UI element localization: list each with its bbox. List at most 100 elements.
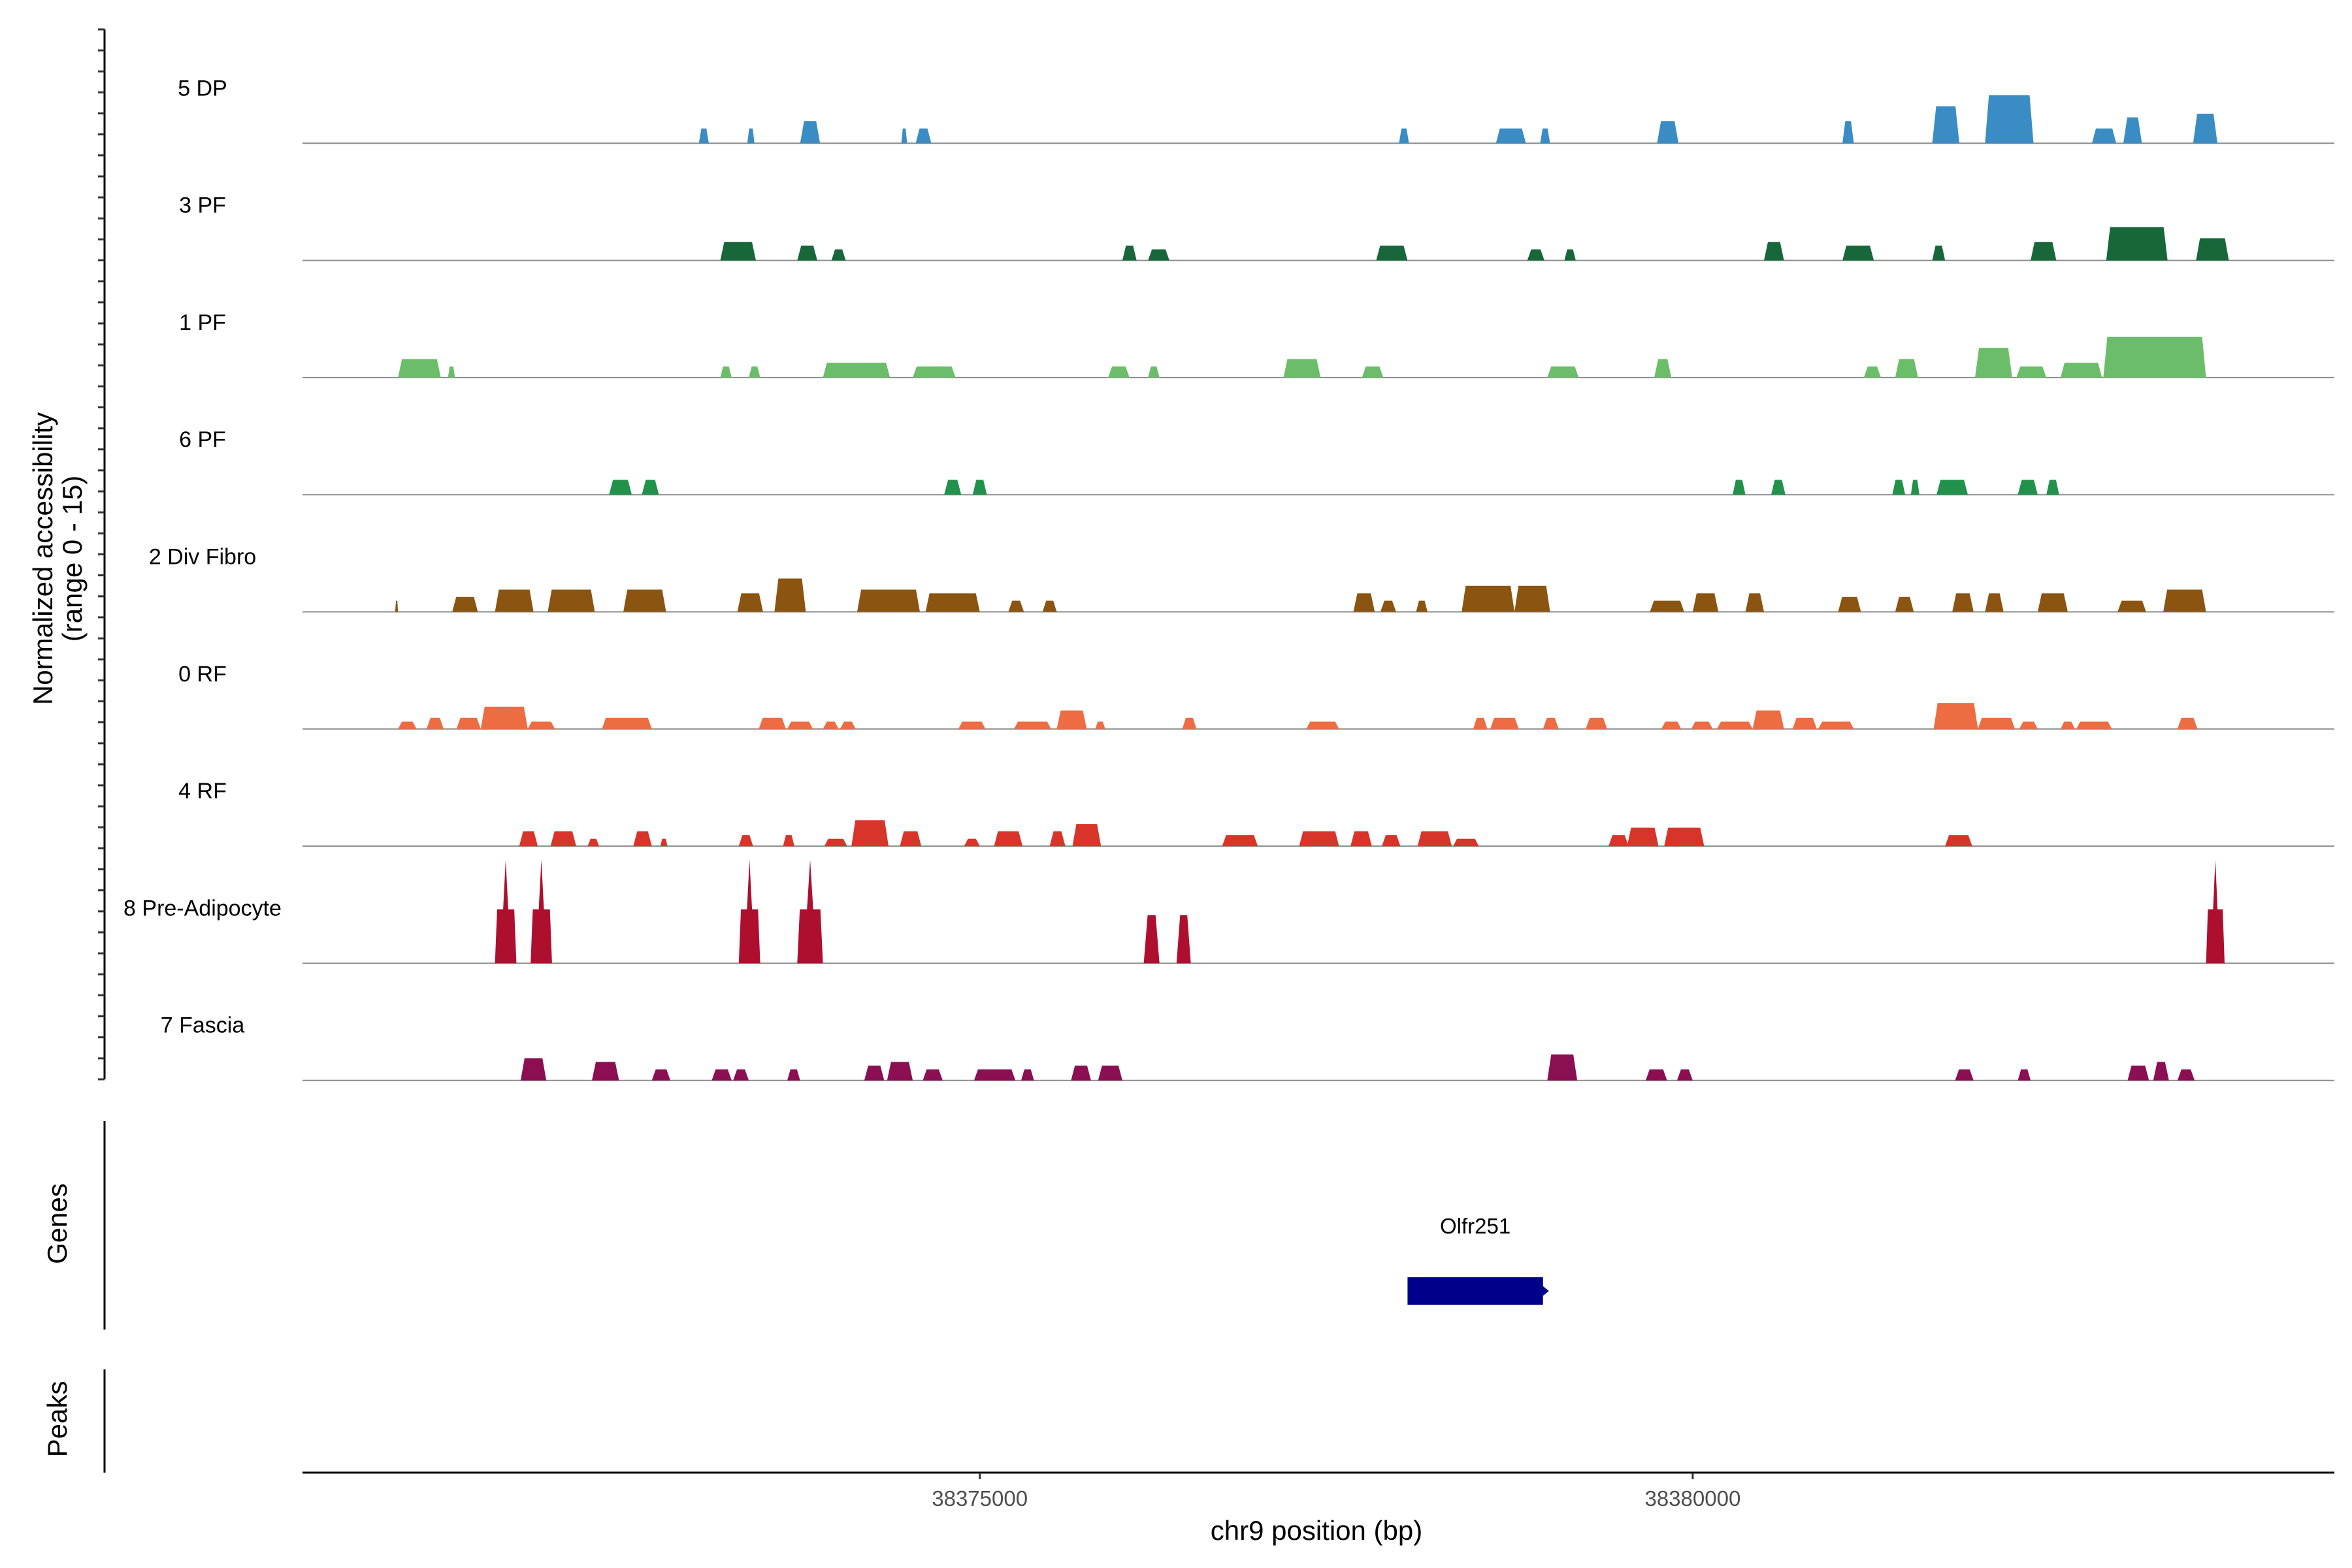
track-label-1-pf: 1 PF [179, 310, 226, 335]
peak-1-pf-4 [749, 366, 760, 378]
peak-8-pre-adipocyte-2 [531, 859, 552, 964]
peak-0-rf-24 [1752, 710, 1784, 729]
peak-2-div-fibro-1 [395, 600, 399, 612]
peak-2-div-fibro-2 [452, 596, 478, 612]
peak-2-div-fibro-22 [1952, 593, 1974, 612]
peak-8-pre-adipocyte-5 [1143, 915, 1160, 964]
peak-0-rf-5 [527, 721, 555, 729]
peak-0-rf-20 [1586, 717, 1607, 729]
peak-1-pf-16 [2016, 366, 2047, 378]
peak-2-div-fibro-24 [2038, 593, 2068, 612]
peak-0-rf-6 [602, 717, 652, 729]
peak-4-rf-10 [900, 831, 922, 847]
peak-7-fascia-7 [864, 1066, 885, 1081]
peaks-panel-label: Peaks [42, 1381, 73, 1458]
peak-4-rf-5 [660, 838, 668, 847]
peak-1-pf-13 [1863, 366, 1881, 378]
gene-strand-arrow [1541, 1285, 1549, 1297]
peak-5-dp-1 [698, 128, 709, 144]
peak-0-rf-12 [1014, 721, 1051, 729]
peak-7-fascia-15 [1645, 1069, 1667, 1081]
peak-7-fascia-11 [1021, 1069, 1034, 1081]
peak-2-div-fibro-3 [495, 589, 534, 612]
peak-7-fascia-21 [2177, 1069, 2195, 1081]
peak-5-dp-2 [747, 128, 755, 144]
peak-0-rf-26 [1818, 721, 1854, 729]
peak-2-div-fibro-17 [1650, 600, 1684, 612]
peak-2-div-fibro-5 [623, 589, 666, 612]
peak-0-rf-27 [1933, 703, 1978, 729]
peak-0-rf-30 [2061, 721, 2075, 729]
peak-4-rf-1 [519, 831, 538, 847]
peak-4-rf-4 [633, 831, 652, 847]
x-axis-ticks: 38375000 38380000 [932, 1473, 1740, 1511]
x-tick-label: 38380000 [1644, 1486, 1740, 1511]
peak-0-rf-15 [1182, 717, 1197, 729]
peak-6-pf-8 [1910, 480, 1919, 495]
peak-4-rf-6 [738, 835, 753, 847]
peak-4-rf-8 [824, 838, 847, 847]
peak-2-div-fibro-23 [1985, 593, 2004, 612]
peak-4-rf-13 [1049, 831, 1066, 847]
y-axis-ticks [98, 28, 105, 1081]
peak-0-rf-2 [426, 717, 444, 729]
peak-0-rf-3 [456, 717, 481, 729]
peak-0-rf-28 [1978, 717, 2016, 729]
peak-0-rf-19 [1543, 717, 1559, 729]
peak-4-rf-15 [1222, 835, 1258, 847]
peak-1-pf-11 [1547, 366, 1579, 378]
peak-4-rf-14 [1072, 824, 1102, 847]
peak-7-fascia-1 [520, 1058, 547, 1081]
peak-0-rf-11 [958, 721, 986, 729]
peak-4-rf-11 [964, 838, 980, 847]
y-axis-title: Normalized accessibility [27, 412, 58, 705]
peak-1-pf-1 [398, 359, 441, 378]
peak-6-pf-4 [972, 480, 987, 495]
peak-7-fascia-2 [592, 1062, 619, 1081]
peak-6-pf-10 [2017, 480, 2038, 495]
peak-3-pf-11 [1932, 245, 1946, 261]
peak-5-dp-15 [2193, 114, 2217, 144]
peak-7-fascia-20 [2153, 1062, 2169, 1081]
x-axis-title: chr9 position (bp) [1211, 1515, 1423, 1546]
peak-2-div-fibro-26 [2163, 589, 2206, 612]
x-tick-label: 38375000 [932, 1486, 1028, 1511]
peak-7-fascia-10 [973, 1069, 1016, 1081]
peak-0-rf-31 [2076, 721, 2112, 729]
peak-3-pf-5 [1148, 249, 1169, 261]
peak-4-rf-23 [1664, 827, 1705, 847]
peak-0-rf-32 [2177, 717, 2198, 729]
peak-0-rf-29 [2019, 721, 2038, 729]
peak-2-div-fibro-20 [1838, 596, 1861, 612]
genes-panel-label: Genes [42, 1183, 73, 1264]
peak-6-pf-6 [1771, 480, 1786, 495]
peak-2-div-fibro-9 [925, 593, 980, 612]
peak-8-pre-adipocyte-1 [495, 859, 517, 964]
track-areas [395, 95, 2229, 1081]
peak-0-rf-16 [1306, 721, 1339, 729]
track-label-0-rf: 0 RF [178, 662, 227, 687]
peak-2-div-fibro-25 [2117, 600, 2146, 612]
peak-2-div-fibro-18 [1692, 593, 1719, 612]
peak-2-div-fibro-16 [1514, 585, 1550, 612]
peak-7-fascia-8 [887, 1062, 913, 1081]
peak-1-pf-17 [2061, 363, 2102, 378]
peak-7-fascia-16 [1676, 1069, 1693, 1081]
peak-5-dp-14 [2123, 117, 2142, 144]
peak-4-rf-17 [1350, 831, 1372, 847]
peak-0-rf-7 [759, 717, 786, 729]
peak-5-dp-3 [800, 121, 821, 144]
gene-body-olfr251 [1407, 1277, 1543, 1305]
peak-3-pf-14 [2196, 238, 2229, 261]
peak-6-pf-1 [609, 480, 632, 495]
peak-0-rf-13 [1056, 710, 1087, 729]
peak-7-fascia-6 [787, 1069, 800, 1081]
peak-0-rf-8 [787, 721, 813, 729]
peak-8-pre-adipocyte-3 [738, 859, 760, 964]
peak-3-pf-1 [720, 242, 756, 261]
peak-2-div-fibro-8 [857, 589, 920, 612]
peak-3-pf-8 [1564, 249, 1576, 261]
peak-5-dp-4 [901, 128, 907, 144]
